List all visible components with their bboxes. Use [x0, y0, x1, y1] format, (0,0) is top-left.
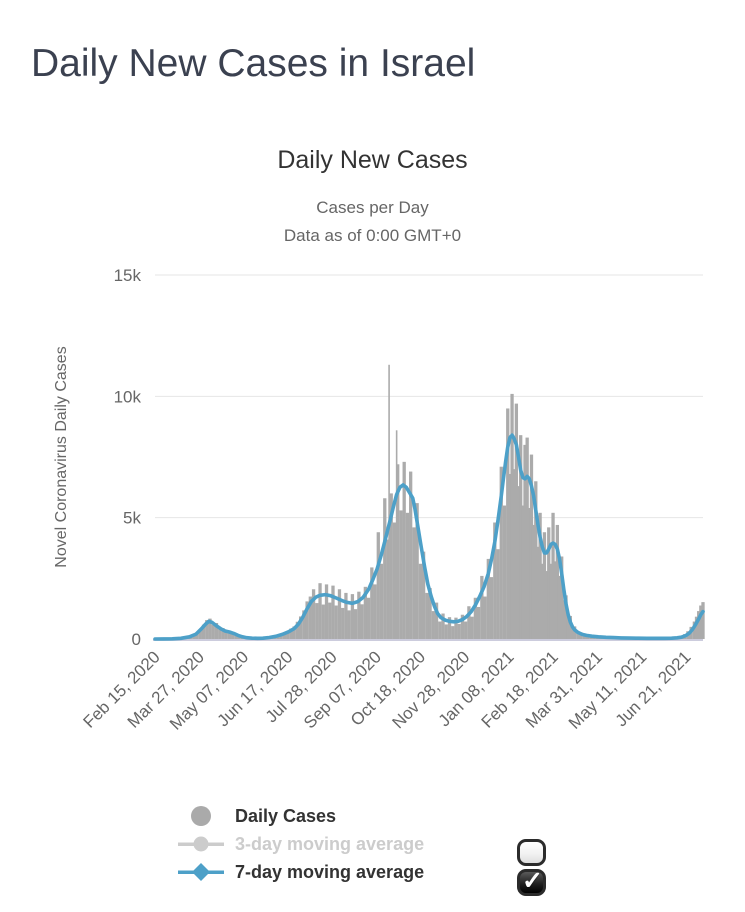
svg-text:10k: 10k [114, 387, 142, 406]
legend-item-3day-moving-average[interactable]: 3-day moving average [170, 832, 424, 856]
daily-cases-marker-icon [191, 806, 211, 826]
legend-item-daily-cases[interactable]: Daily Cases [170, 804, 424, 828]
chart-subtitle-data-as-of: Data as of 0:00 GMT+0 [283, 226, 462, 245]
ma7-checkbox[interactable]: ✓ [517, 867, 546, 896]
page-title: Daily New Cases in Israel [31, 42, 476, 86]
3day-moving-average-marker-icon [178, 836, 224, 852]
svg-text:15k: 15k [114, 266, 142, 285]
svg-text:Novel Coronavirus Daily Cases: Novel Coronavirus Daily Cases [53, 346, 70, 567]
checkmark-icon: ✓ [522, 867, 543, 895]
ma3-checkbox[interactable] [517, 839, 546, 866]
svg-text:0: 0 [132, 630, 141, 649]
chart-subtitle-cases-per-day: Cases per Day [316, 198, 429, 217]
svg-text:5k: 5k [123, 509, 141, 528]
chart-title: Daily New Cases [277, 146, 468, 174]
7day-moving-average-marker-icon [178, 863, 224, 881]
legend-label-7day-moving-average: 7-day moving average [235, 861, 425, 882]
legend-item-7day-moving-average[interactable]: 7-day moving average [170, 860, 424, 884]
legend-label-daily-cases: Daily Cases [235, 805, 337, 826]
legend-label-3day-moving-average: 3-day moving average [235, 833, 425, 854]
chart-legend: Daily Cases 3-day moving average 7-day m… [170, 804, 424, 888]
